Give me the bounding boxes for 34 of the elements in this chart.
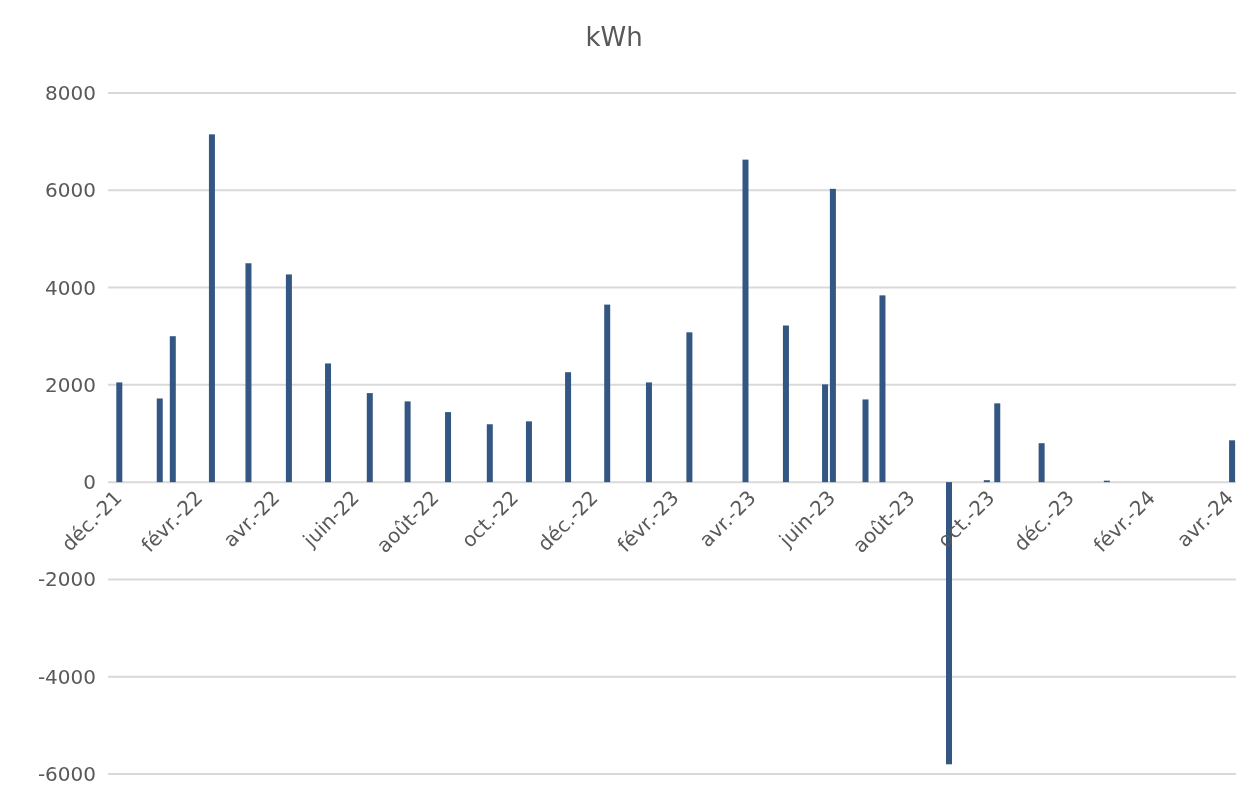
- bar: [994, 403, 1001, 483]
- bar: [285, 274, 292, 483]
- bar: [156, 398, 163, 483]
- bar: [404, 401, 411, 483]
- bar: [565, 372, 572, 483]
- bar: [116, 382, 123, 483]
- bar: [862, 399, 869, 483]
- y-tick-label: 8000: [45, 81, 96, 105]
- bar: [525, 421, 532, 483]
- bar: [645, 382, 652, 483]
- y-tick-label: 2000: [45, 372, 96, 397]
- bar: [782, 325, 789, 483]
- y-tick-label: -6000: [37, 762, 96, 786]
- bar: [366, 393, 373, 483]
- y-tick-label: -4000: [37, 664, 96, 689]
- bar: [1229, 440, 1236, 483]
- bar: [604, 304, 611, 483]
- y-tick-label: 6000: [45, 178, 96, 203]
- bar: [822, 384, 829, 483]
- y-tick-label: 4000: [45, 275, 96, 300]
- bar: [445, 412, 452, 483]
- bar: [829, 188, 836, 483]
- bar: [879, 295, 886, 483]
- chart-title: kWh: [585, 22, 643, 52]
- bar: [208, 134, 215, 483]
- y-tick-label: 0: [83, 470, 96, 495]
- bar: [325, 363, 332, 483]
- bar: [1038, 443, 1045, 483]
- y-tick-label: -2000: [37, 567, 96, 592]
- bar: [742, 159, 749, 483]
- bar: [486, 424, 493, 483]
- bar: [169, 336, 176, 483]
- bar: [245, 263, 252, 483]
- bar: [686, 332, 693, 483]
